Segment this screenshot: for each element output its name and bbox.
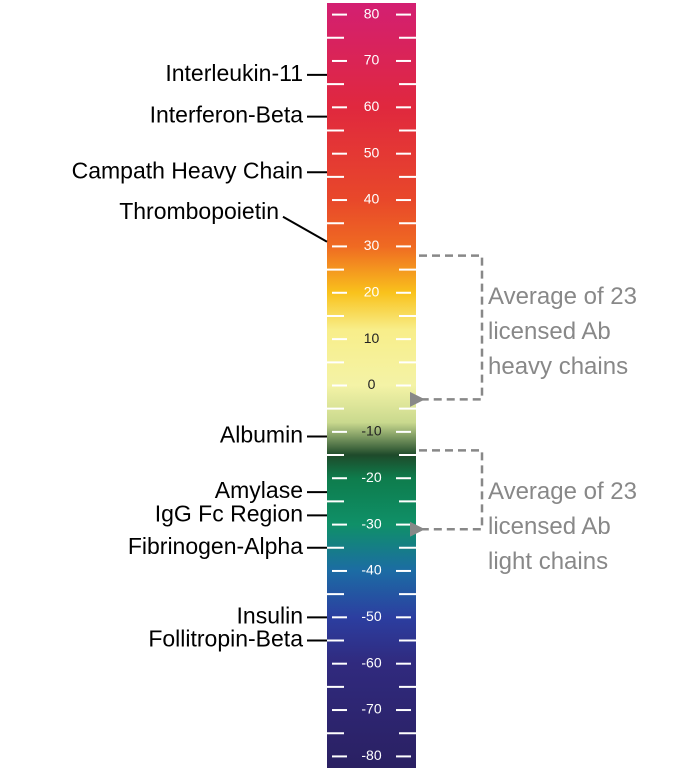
- tick-label: 10: [364, 330, 380, 346]
- marker-label: Campath Heavy Chain: [72, 157, 303, 183]
- tick-label: -40: [361, 562, 381, 578]
- marker-label: Albumin: [220, 422, 303, 448]
- range-label: Average of 23: [488, 478, 637, 505]
- tick-label: -10: [361, 423, 381, 439]
- range-label: light chains: [488, 548, 608, 575]
- marker-label: Fibrinogen-Alpha: [128, 533, 303, 559]
- tick-label: 60: [364, 98, 380, 114]
- tick-label: -70: [361, 701, 381, 717]
- range-bracket: [410, 449, 484, 537]
- tick-label: -60: [361, 654, 381, 670]
- tick-label: 30: [364, 237, 380, 253]
- marker-label: Interleukin-11: [165, 60, 303, 86]
- marker-label: Thrombopoietin: [119, 198, 279, 224]
- range-bracket: [410, 254, 484, 407]
- marker-label: Follitropin-Beta: [148, 626, 303, 652]
- marker-line: [282, 215, 328, 243]
- tick-label: -80: [361, 747, 381, 763]
- tick-label: -30: [361, 515, 381, 531]
- range-label: heavy chains: [488, 353, 628, 380]
- tick-label: 20: [364, 283, 380, 299]
- range-label: Average of 23: [488, 283, 637, 310]
- range-label: licensed Ab: [488, 513, 611, 540]
- marker-label: Interferon-Beta: [150, 102, 304, 128]
- range-label: licensed Ab: [488, 318, 611, 345]
- tick-label: -20: [361, 469, 381, 485]
- marker-label: Insulin: [237, 602, 303, 628]
- tick-label: 80: [364, 5, 380, 21]
- marker-label: Amylase: [215, 477, 303, 503]
- tick-label: -50: [361, 608, 381, 624]
- tick-label: 40: [364, 191, 380, 207]
- tick-label: 70: [364, 52, 380, 68]
- tick-label: 0: [368, 376, 376, 392]
- tick-label: 50: [364, 144, 380, 160]
- marker-label: IgG Fc Region: [155, 500, 303, 526]
